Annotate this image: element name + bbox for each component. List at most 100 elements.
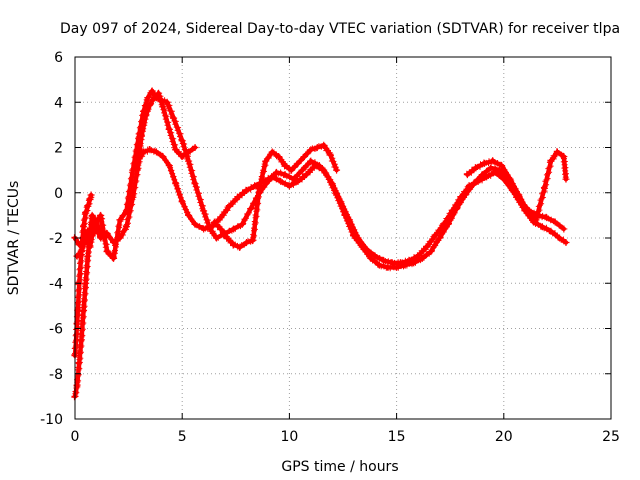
series-track-6 — [210, 141, 341, 251]
data-point — [273, 168, 281, 176]
x-tick-label: 25 — [602, 429, 620, 445]
data-point — [159, 103, 167, 111]
data-point — [303, 171, 311, 179]
data-point — [478, 171, 486, 179]
data-series — [71, 87, 570, 401]
data-point — [255, 184, 263, 192]
data-point — [290, 175, 298, 183]
data-point — [191, 144, 199, 151]
data-point — [178, 198, 186, 206]
data-point — [431, 232, 439, 240]
data-point — [82, 279, 90, 287]
chart-title: Day 097 of 2024, Sidereal Day-to-day VTE… — [60, 21, 620, 37]
x-tick-label: 5 — [178, 429, 187, 445]
data-point — [213, 234, 221, 242]
y-axis-label: SDTVAR / TECUs — [6, 181, 22, 296]
data-point — [185, 211, 193, 219]
data-point — [230, 241, 238, 249]
data-point — [165, 162, 173, 170]
data-point — [152, 148, 160, 156]
data-point — [560, 225, 568, 233]
data-point — [307, 157, 315, 165]
data-point — [481, 159, 489, 167]
data-point — [77, 248, 85, 256]
data-point — [268, 148, 276, 156]
data-point — [333, 191, 341, 199]
x-tick-label: 20 — [495, 429, 513, 445]
data-point — [384, 263, 392, 271]
series-track-7 — [463, 148, 570, 224]
data-point — [547, 227, 555, 235]
data-point — [172, 180, 180, 188]
data-point — [553, 148, 561, 156]
data-point — [410, 259, 418, 267]
data-point — [122, 223, 130, 231]
data-point — [275, 153, 283, 161]
data-point — [165, 125, 173, 133]
data-point — [155, 89, 163, 97]
data-point — [470, 180, 478, 188]
data-point — [423, 243, 431, 251]
data-point — [148, 87, 156, 95]
data-point — [144, 94, 152, 102]
y-tick-label: 6 — [54, 50, 63, 66]
data-point — [532, 216, 540, 224]
data-point — [247, 205, 255, 213]
data-point — [489, 157, 497, 165]
data-point — [200, 225, 208, 233]
data-point — [315, 162, 323, 170]
y-tick-label: 0 — [54, 186, 63, 202]
data-point — [551, 218, 559, 226]
data-point — [393, 263, 401, 271]
data-point — [547, 157, 555, 165]
y-tick-label: -6 — [49, 322, 63, 338]
data-point — [288, 166, 296, 174]
y-tick-label: -2 — [49, 231, 63, 247]
data-point — [133, 166, 141, 174]
data-point — [191, 220, 199, 228]
data-point — [249, 236, 257, 244]
y-tick-label: -10 — [40, 412, 63, 428]
data-point — [87, 191, 95, 199]
data-point — [225, 202, 233, 210]
data-point — [341, 211, 349, 219]
data-point — [116, 216, 124, 224]
data-point — [150, 94, 158, 102]
data-point — [313, 144, 321, 151]
data-point — [185, 148, 193, 156]
data-point — [178, 153, 186, 161]
data-point — [262, 157, 270, 165]
data-point — [487, 164, 495, 172]
data-point — [461, 191, 469, 199]
data-point — [243, 186, 251, 194]
axis-ticks — [74, 56, 612, 420]
x-tick-label: 0 — [71, 429, 80, 445]
data-point — [307, 146, 315, 154]
data-point — [538, 223, 546, 231]
data-point — [350, 232, 358, 240]
data-point — [401, 261, 409, 269]
data-point — [230, 225, 238, 233]
data-point — [97, 229, 105, 237]
data-point — [543, 214, 551, 222]
data-point — [324, 173, 332, 181]
y-tick-label: 2 — [54, 141, 63, 157]
data-point — [277, 177, 285, 185]
data-point — [294, 177, 302, 185]
x-tick-label: 10 — [280, 429, 298, 445]
data-point — [142, 112, 150, 120]
data-point — [251, 182, 259, 190]
data-point — [541, 184, 549, 192]
data-point — [326, 150, 334, 158]
x-tick-label: 15 — [388, 429, 406, 445]
data-point — [320, 141, 328, 149]
data-point — [463, 171, 471, 179]
data-point — [453, 205, 461, 213]
data-point — [281, 162, 289, 170]
data-point — [97, 211, 105, 219]
data-point — [472, 164, 480, 172]
data-point — [172, 146, 180, 154]
data-point — [560, 153, 568, 161]
data-point — [367, 254, 375, 262]
